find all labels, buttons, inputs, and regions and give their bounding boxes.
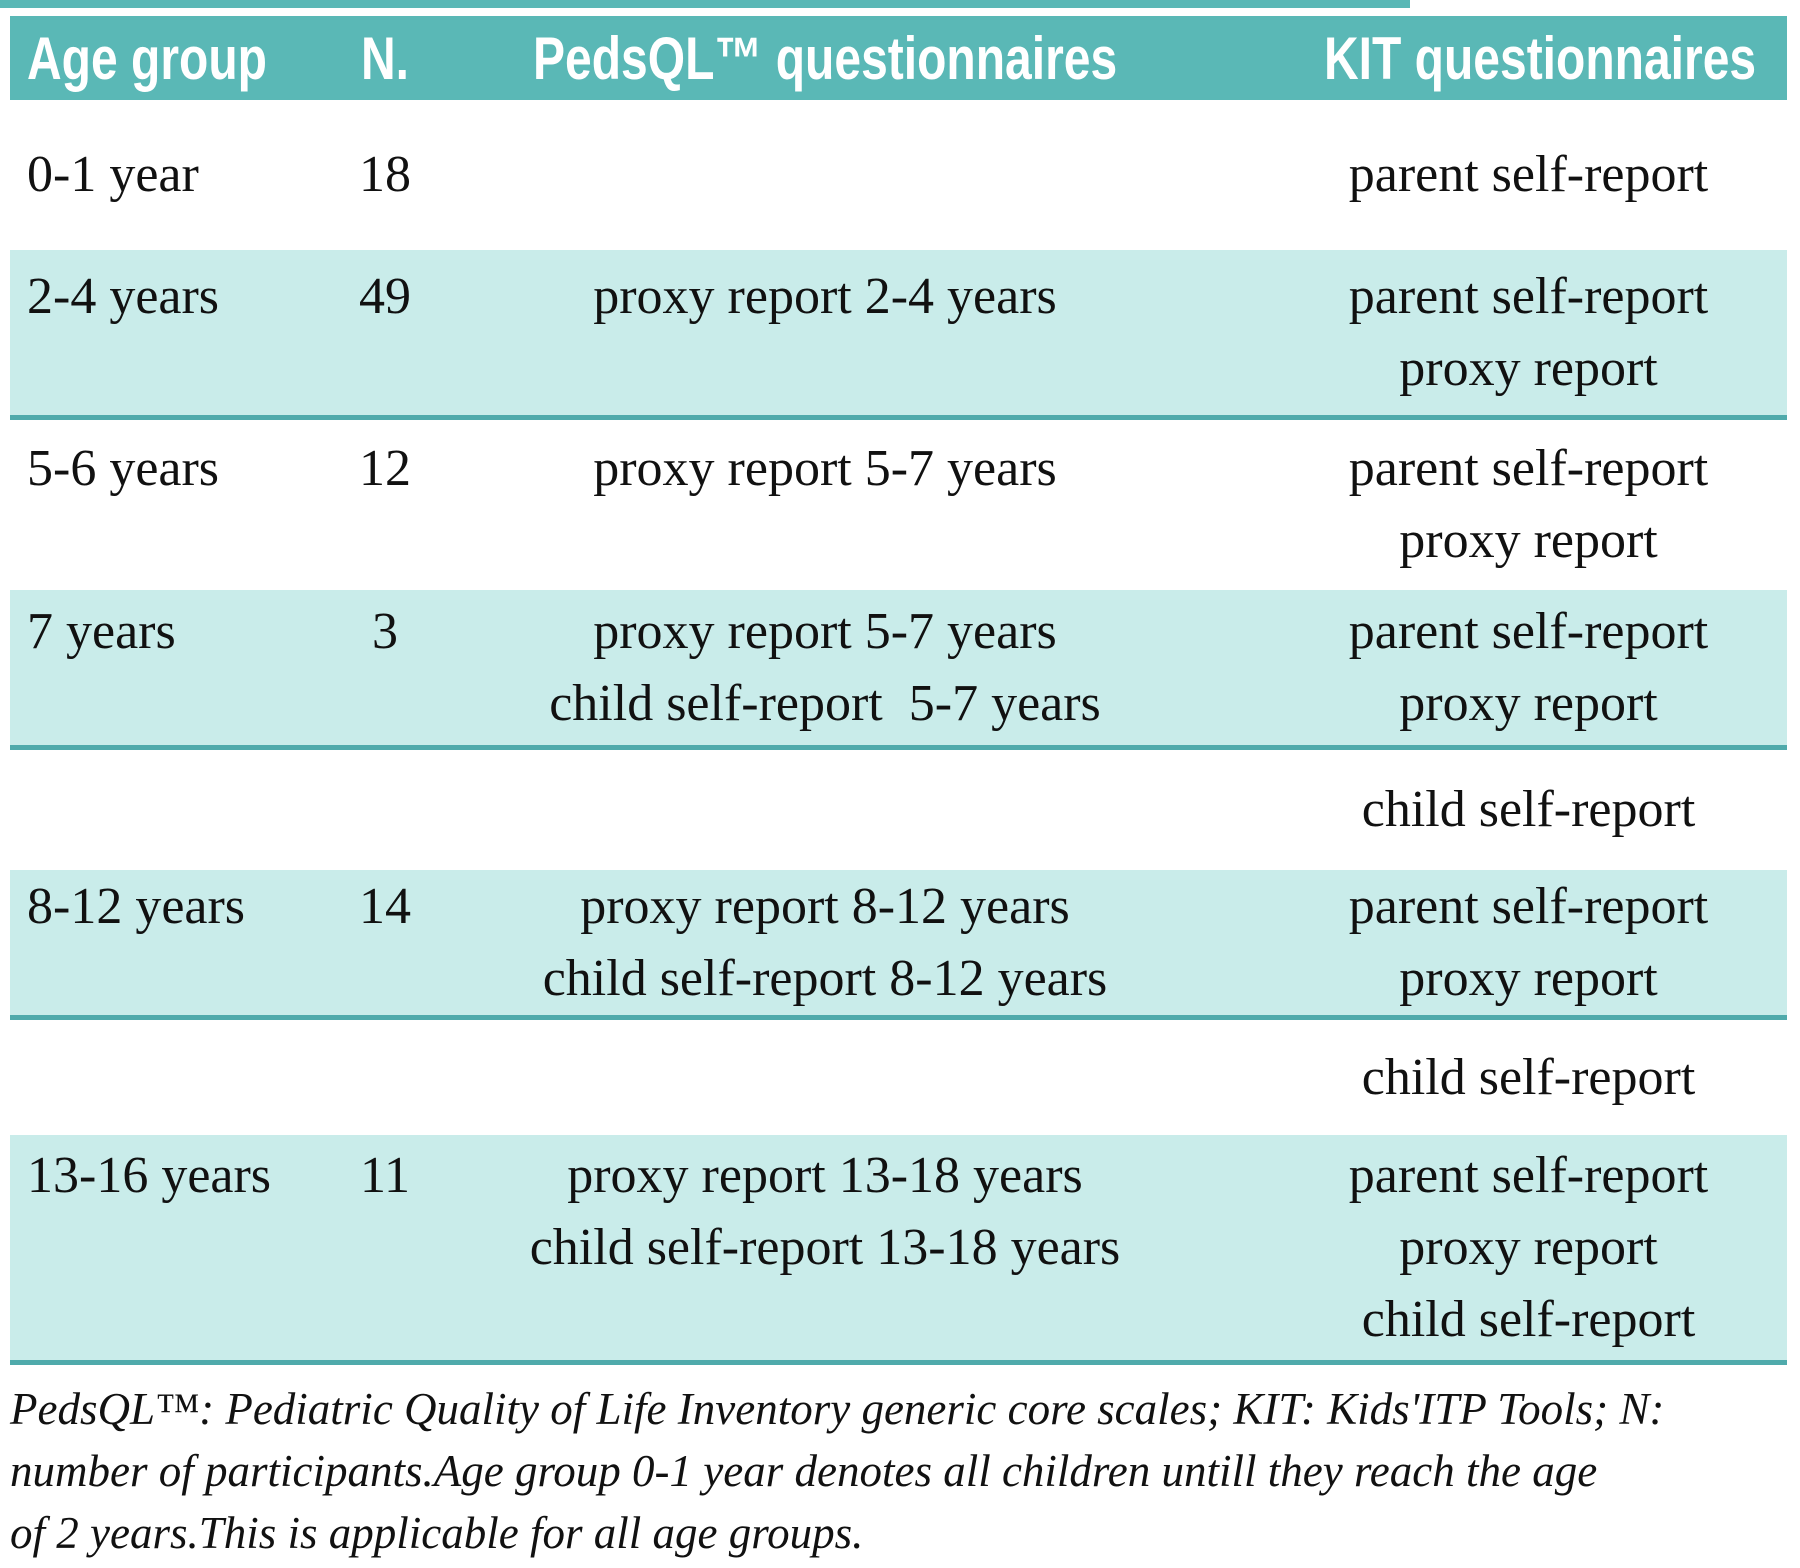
- kit-cell: parent self-report proxy report: [1220, 871, 1787, 1015]
- cell-line: proxy report: [1399, 340, 1658, 397]
- footnote-line: number of participants.Age group 0-1 yea…: [10, 1446, 1598, 1496]
- cell-line: proxy report: [1399, 512, 1658, 569]
- pedsql-cell: proxy report 5-7 years: [430, 433, 1220, 505]
- kit-cell: parent self-report: [1220, 139, 1787, 211]
- pedsql-cell: proxy report 5-7 years child self-report …: [430, 596, 1220, 740]
- table-row: 5-6 years 12 proxy report 5-7 years parent …: [10, 420, 1787, 590]
- table-row: 13-16 years 11 proxy report 13-18 years chi…: [10, 1135, 1787, 1365]
- cell-line: parent self-report: [1348, 146, 1709, 203]
- age-cell: 13-16 years: [10, 1140, 340, 1212]
- cell-line: proxy report 5-7 years: [593, 440, 1057, 497]
- table-row: 0-1 year 18 parent self-report: [10, 100, 1787, 250]
- cell-line: proxy report: [1399, 950, 1658, 1007]
- cell-line: 11: [359, 1147, 411, 1204]
- age-cell: 0-1 year: [10, 139, 340, 211]
- n-cell: 18: [340, 139, 430, 211]
- cell-line: parent self-report: [1348, 268, 1709, 325]
- cell-line: proxy report 13-18 years: [567, 1147, 1083, 1204]
- footnote: PedsQL™: Pediatric Quality of Life Inven…: [10, 1378, 1795, 1564]
- top-accent-bar: [0, 0, 1410, 8]
- kit-cell: parent self-report proxy report: [1220, 433, 1787, 577]
- cell-line: 8-12 years: [27, 878, 246, 935]
- table-row: 8-12 years 14 proxy report 8-12 years child…: [10, 870, 1787, 1020]
- cell-line: 12: [359, 440, 411, 497]
- cell-line: child self-report 13-18 years: [529, 1219, 1121, 1276]
- cell-line: child self-report 8-12 years: [542, 950, 1108, 1007]
- n-cell: 11: [340, 1140, 430, 1212]
- pedsql-cell: proxy report 8-12 years child self-report…: [430, 871, 1220, 1015]
- column-header-kit-questionnaires: KIT questionnaires: [1324, 24, 1757, 92]
- column-header-n: N.: [361, 24, 409, 92]
- table-row: 2-4 years 49 proxy report 2-4 years parent …: [10, 250, 1787, 420]
- cell-line: proxy report 8-12 years: [580, 878, 1070, 935]
- cell-line: proxy report 2-4 years: [593, 268, 1057, 325]
- kit-cell: parent self-report proxy report: [1220, 596, 1787, 740]
- cell-line: parent self-report: [1348, 878, 1709, 935]
- cell-line: child self-report: [1361, 781, 1696, 838]
- footnote-line: PedsQL™: Pediatric Quality of Life Inven…: [10, 1384, 1665, 1434]
- table-row: child self-report: [10, 1020, 1787, 1135]
- n-cell: 49: [340, 261, 430, 333]
- pedsql-cell: proxy report 13-18 years child self-repor…: [430, 1140, 1220, 1284]
- cell-line: 14: [359, 878, 411, 935]
- cell-line: 5-6 years: [27, 440, 220, 497]
- cell-line: 18: [359, 146, 411, 203]
- kit-cell: child self-report: [1220, 1042, 1787, 1114]
- column-header-age-group: Age group: [27, 24, 267, 92]
- cell-line: 3: [372, 603, 398, 660]
- pedsql-cell: proxy report 2-4 years: [430, 261, 1220, 333]
- kit-cell: parent self-report proxy report child self…: [1220, 1140, 1787, 1356]
- table-row: 7 years 3 proxy report 5-7 years child self…: [10, 590, 1787, 750]
- age-cell: 2-4 years: [10, 261, 340, 333]
- cell-line: proxy report: [1399, 675, 1658, 732]
- cell-line: 2-4 years: [27, 268, 220, 325]
- n-cell: 14: [340, 871, 430, 943]
- cell-line: proxy report: [1399, 1219, 1658, 1276]
- cell-line: 7 years: [27, 603, 176, 660]
- age-cell: 8-12 years: [10, 871, 340, 943]
- cell-line: 49: [359, 268, 411, 325]
- age-cell: 7 years: [10, 596, 340, 668]
- cell-line: parent self-report: [1348, 1147, 1709, 1204]
- footnote-line: of 2 years.This is applicable for all ag…: [10, 1508, 864, 1558]
- cell-line: parent self-report: [1348, 440, 1709, 497]
- table-header-row: Age group N. PedsQL™ questionnaires KIT …: [10, 16, 1787, 100]
- questionnaire-table: Age group N. PedsQL™ questionnaires KIT …: [10, 16, 1787, 1365]
- cell-line: child self-report 5-7 years: [549, 675, 1101, 732]
- age-cell: 5-6 years: [10, 433, 340, 505]
- kit-cell: parent self-report proxy report: [1220, 261, 1787, 405]
- table-row: child self-report: [10, 750, 1787, 870]
- cell-line: child self-report: [1361, 1049, 1696, 1106]
- cell-line: child self-report: [1361, 1291, 1696, 1348]
- kit-cell: child self-report: [1220, 774, 1787, 846]
- cell-line: proxy report 5-7 years: [593, 603, 1057, 660]
- cell-line: 0-1 year: [27, 146, 199, 203]
- n-cell: 3: [340, 596, 430, 668]
- cell-line: parent self-report: [1348, 603, 1709, 660]
- column-header-pedsql-questionnaires: PedsQL™ questionnaires: [532, 24, 1118, 92]
- table-body: 0-1 year 18 parent self-report 2-4 years 49 p…: [10, 100, 1787, 1365]
- n-cell: 12: [340, 433, 430, 505]
- cell-line: 13-16 years: [27, 1147, 272, 1204]
